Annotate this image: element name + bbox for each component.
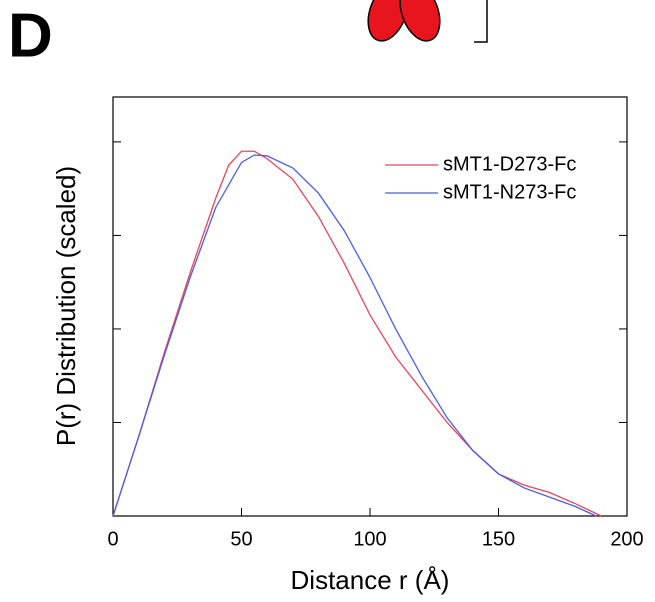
y-axis-label: P(r) Distribution (scaled): [51, 166, 81, 446]
x-tick-label: 50: [230, 528, 252, 550]
data-line: [112, 154, 597, 517]
x-tick-label: 100: [353, 528, 386, 550]
x-tick-label: 200: [610, 528, 643, 550]
x-tick-label: 150: [482, 528, 515, 550]
legend-label: sMT1-D273-Fc: [443, 153, 576, 175]
x-axis-label: Distance r (Å): [291, 565, 450, 595]
legend-label: sMT1-N273-Fc: [443, 181, 576, 203]
x-tick-label: 0: [107, 528, 118, 550]
data-line: [112, 150, 602, 517]
panel-label: D: [8, 1, 53, 70]
schematic-icon: [367, 0, 488, 43]
